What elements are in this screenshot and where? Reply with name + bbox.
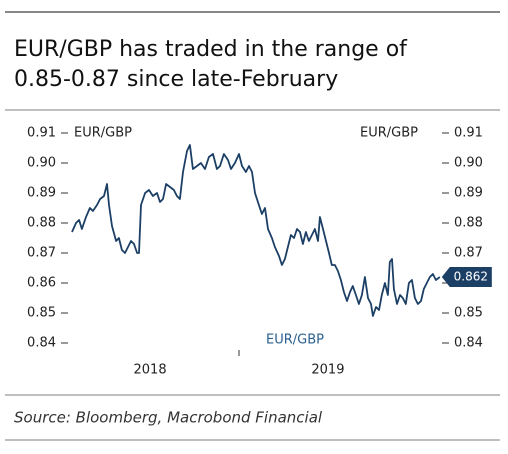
y-tick-label: 0.86 bbox=[27, 276, 56, 291]
x-tick-label: 2018 bbox=[134, 363, 167, 378]
y-tick-label: 0.85 bbox=[27, 306, 56, 321]
y2-tick-label: 0.85 bbox=[454, 306, 483, 321]
y-tick-label: 0.84 bbox=[27, 336, 56, 351]
source: Source: Bloomberg, Macrobond Financial bbox=[14, 409, 323, 427]
series-label: EUR/GBP bbox=[266, 333, 324, 348]
y-tick-label: 0.88 bbox=[27, 216, 56, 231]
y-tick-label: 0.91 bbox=[27, 126, 56, 141]
line-series bbox=[71, 144, 441, 317]
y2-tick-label: 0.90 bbox=[454, 156, 483, 171]
y-tick-label: 0.90 bbox=[27, 156, 56, 171]
end-marker bbox=[441, 267, 492, 287]
y-tick-label: 0.87 bbox=[27, 246, 56, 261]
right-axis-label: EUR/GBP bbox=[360, 126, 418, 141]
left-axis-label: EUR/GBP bbox=[74, 126, 132, 141]
x-tick-label: 2019 bbox=[311, 363, 344, 378]
y-tick-label: 0.89 bbox=[27, 186, 56, 201]
y2-tick-label: 0.88 bbox=[454, 216, 483, 231]
chart-title: 0.85-0.87 since late-February bbox=[14, 67, 338, 92]
end-value-label: 0.862 bbox=[454, 270, 488, 284]
y2-tick-label: 0.84 bbox=[454, 336, 483, 351]
y2-tick-label: 0.89 bbox=[454, 186, 483, 201]
chart-title: EUR/GBP has traded in the range of bbox=[14, 37, 408, 62]
y2-tick-label: 0.87 bbox=[454, 246, 483, 261]
y2-tick-label: 0.91 bbox=[454, 126, 483, 141]
